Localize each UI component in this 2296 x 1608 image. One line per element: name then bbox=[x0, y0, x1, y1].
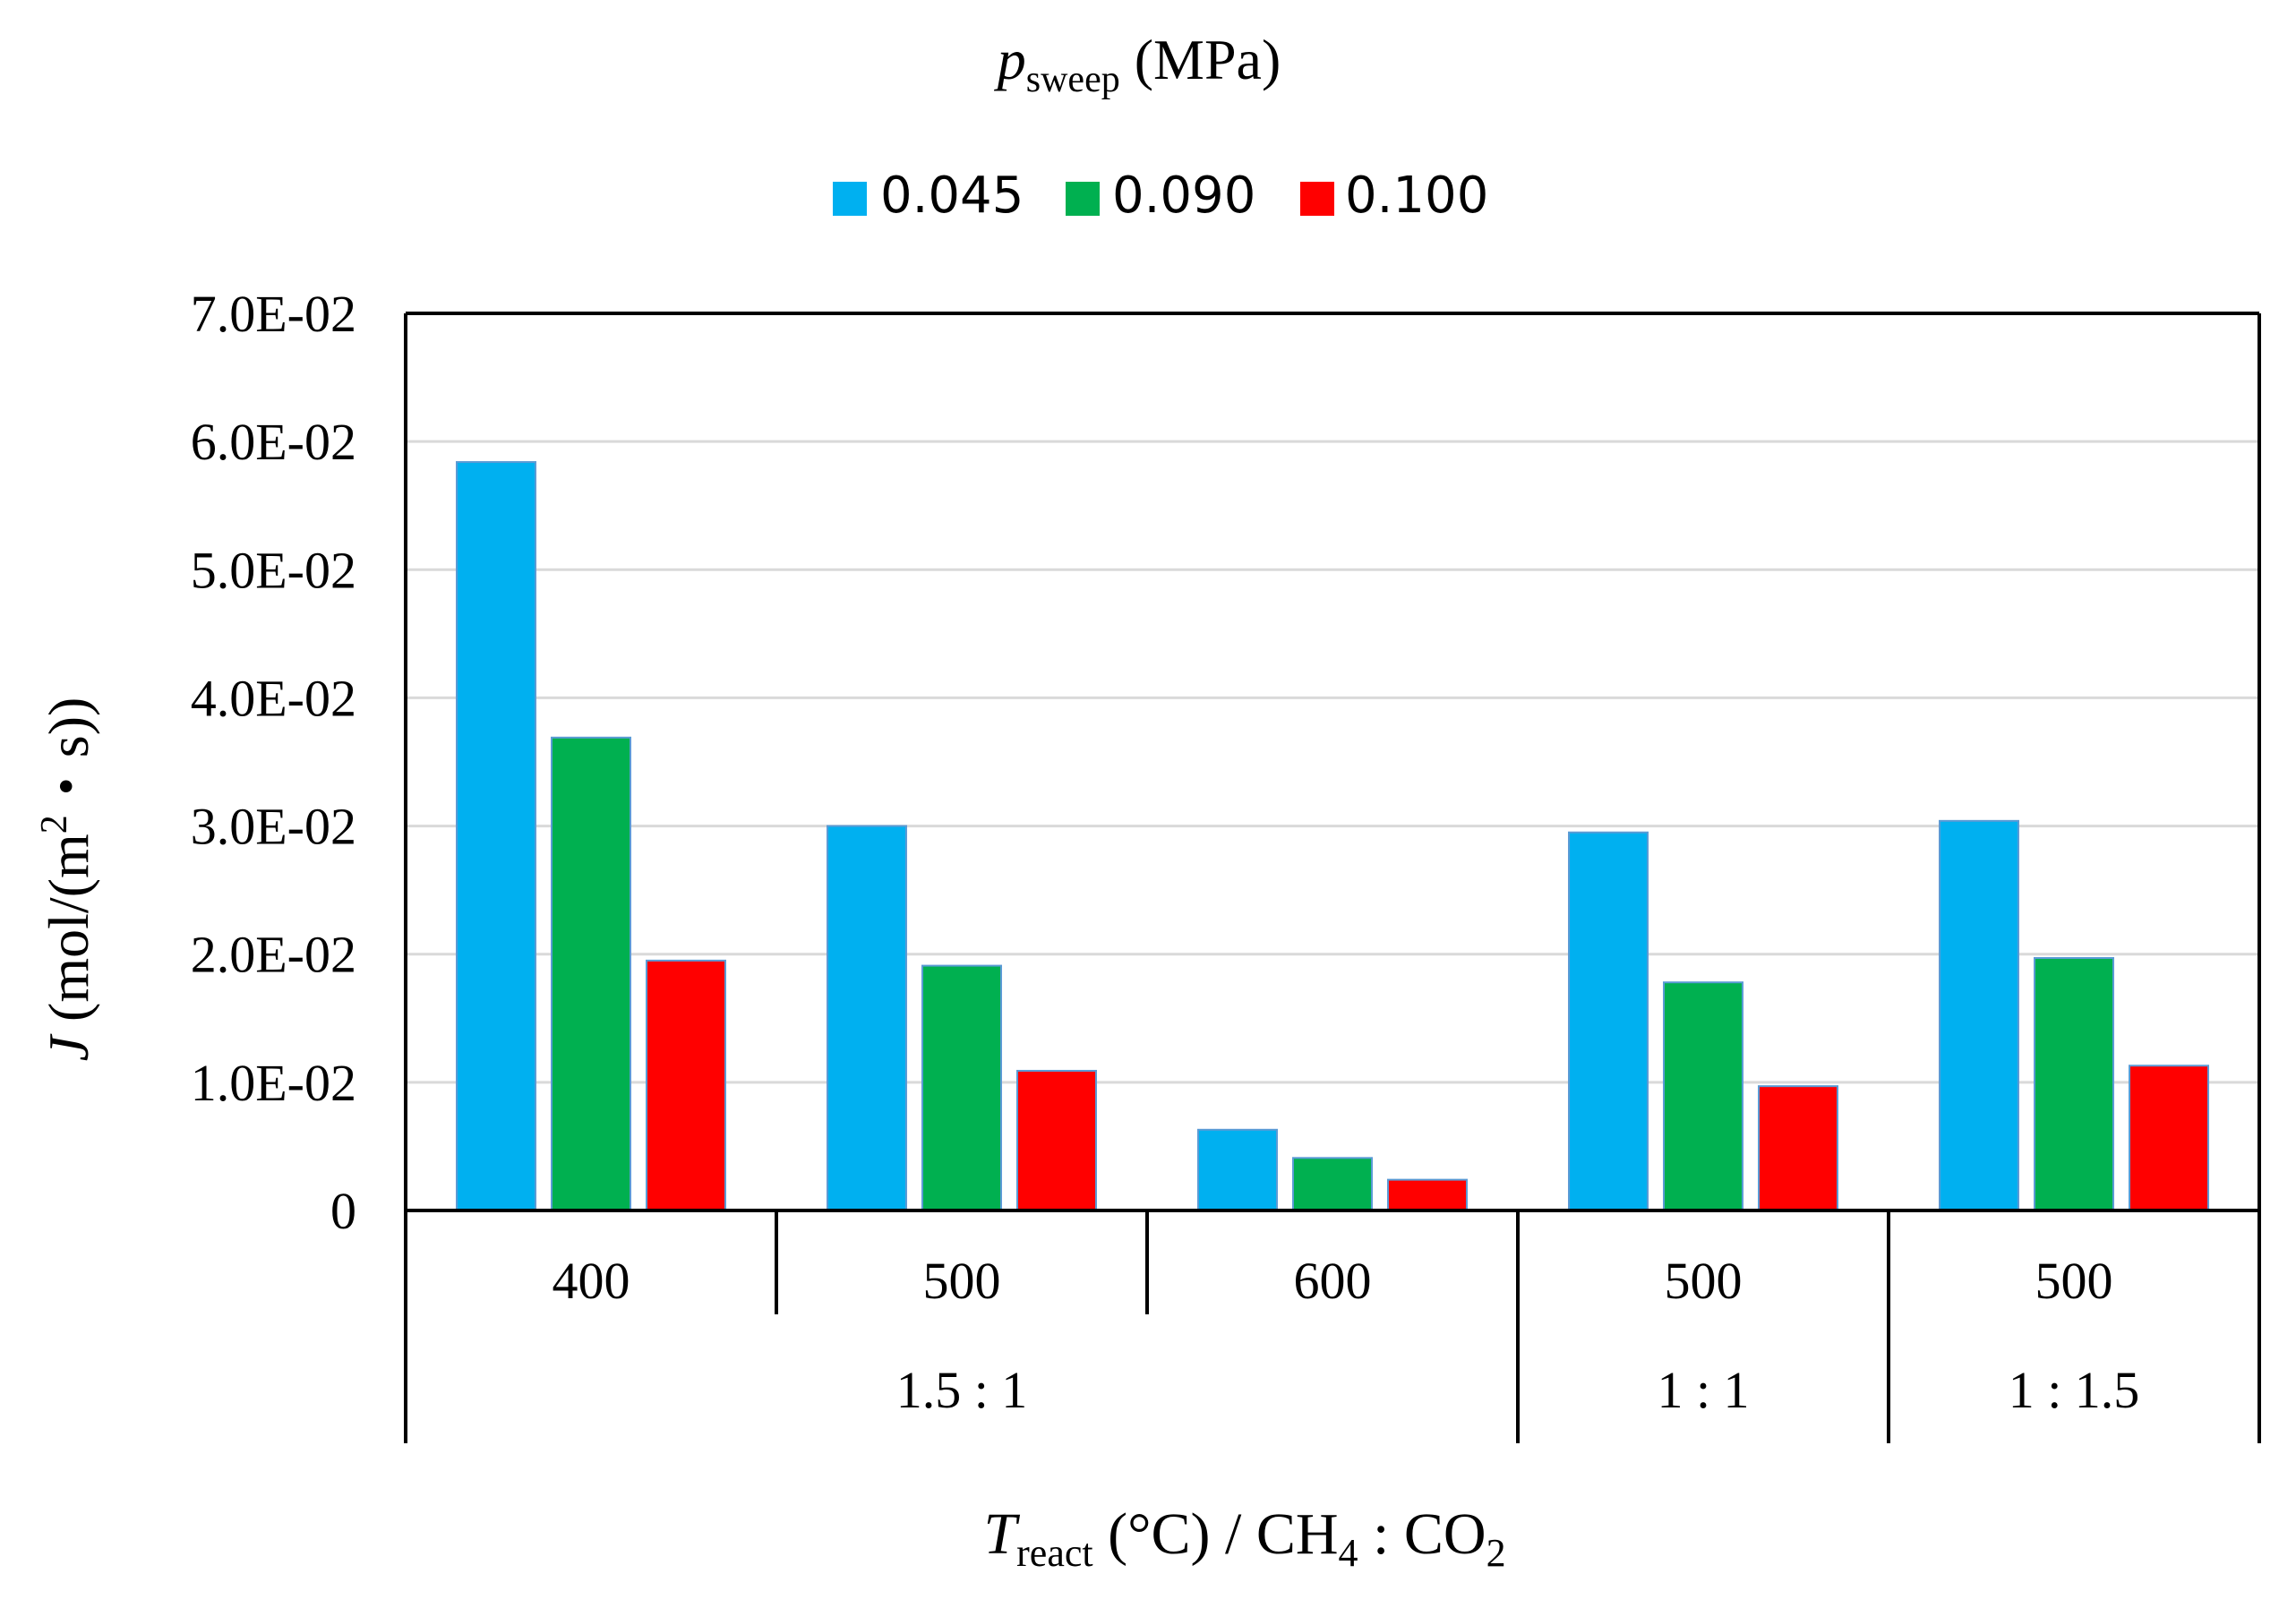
x-group-label-2: 1 : 1.5 bbox=[2009, 1361, 2140, 1419]
legend-swatch-0100 bbox=[1300, 182, 1334, 216]
x-tick-label-0: 400 bbox=[553, 1252, 630, 1310]
bar-s1-c2 bbox=[1292, 1157, 1373, 1211]
bar-s0-c3 bbox=[1568, 831, 1649, 1211]
x-tick-label-2: 600 bbox=[1294, 1252, 1372, 1310]
legend-label-0045: 0.045 bbox=[880, 167, 1024, 225]
legend-title-sub: sweep bbox=[1026, 59, 1120, 100]
legend-title-unit: (MPa) bbox=[1120, 28, 1281, 91]
bar-s1-c1 bbox=[921, 964, 1002, 1212]
y-axis-title-sup: 2 bbox=[34, 815, 75, 834]
legend-title: psweep (MPa) bbox=[994, 28, 1281, 100]
legend-label-0090: 0.090 bbox=[1112, 167, 1255, 225]
x-axis-title-sub3: 2 bbox=[1486, 1531, 1506, 1575]
x-axis-title-sub2: 4 bbox=[1339, 1531, 1358, 1575]
x-axis-title: Treact (°C) / CH4 : CO2 bbox=[983, 1501, 1505, 1575]
x-tick-label-1: 500 bbox=[923, 1252, 1001, 1310]
bar-s1-c4 bbox=[2034, 957, 2114, 1211]
y-tick-label-0: 0 bbox=[330, 1182, 356, 1240]
bar-s2-c3 bbox=[1758, 1085, 1838, 1212]
bar-s2-c1 bbox=[1016, 1069, 1097, 1211]
x-category-labels: 400 500 600 500 500 1.5 : 1 1 : 1 1 : 1.5 bbox=[553, 1252, 2140, 1419]
legend-title-var: p bbox=[994, 28, 1026, 91]
y-tick-label-3: 3.0E-02 bbox=[191, 798, 356, 856]
y-axis-title-var: J bbox=[37, 1033, 100, 1061]
x-axis-title-mid: (°C) / CH bbox=[1093, 1501, 1339, 1567]
x-axis-title-sub: react bbox=[1016, 1531, 1092, 1575]
y-tick-label-2: 2.0E-02 bbox=[191, 926, 356, 984]
y-axis-title-pre: (mol/(m bbox=[37, 834, 100, 1036]
legend: 0.045 0.090 0.100 bbox=[833, 167, 1488, 225]
y-tick-label-6: 6.0E-02 bbox=[191, 413, 356, 471]
bar-s0-c0 bbox=[456, 461, 536, 1211]
x-tick-label-3: 500 bbox=[1665, 1252, 1743, 1310]
y-tick-label-1: 1.0E-02 bbox=[191, 1054, 356, 1112]
legend-swatch-0045 bbox=[833, 182, 867, 216]
x-group-label-0: 1.5 : 1 bbox=[896, 1361, 1028, 1419]
legend-label-0100: 0.100 bbox=[1345, 167, 1488, 225]
x-tick-label-4: 500 bbox=[2035, 1252, 2113, 1310]
y-tick-label-7: 7.0E-02 bbox=[191, 285, 356, 343]
bar-s0-c4 bbox=[1939, 819, 2019, 1211]
y-tick-label-5: 5.0E-02 bbox=[191, 541, 356, 599]
y-axis-title: J (mol/(m2・s)) bbox=[34, 697, 100, 1062]
bar-s2-c0 bbox=[646, 959, 726, 1212]
legend-swatch-0090 bbox=[1066, 182, 1100, 216]
x-axis-title-var: T bbox=[983, 1501, 1020, 1567]
x-axis-title-tail: : CO bbox=[1358, 1501, 1486, 1567]
bar-s2-c4 bbox=[2129, 1065, 2209, 1211]
bar-s1-c0 bbox=[551, 736, 631, 1211]
y-tick-label-4: 4.0E-02 bbox=[191, 669, 356, 727]
bar-s2-c2 bbox=[1387, 1178, 1468, 1212]
bar-s0-c1 bbox=[827, 825, 907, 1211]
x-group-label-1: 1 : 1 bbox=[1657, 1361, 1749, 1419]
bar-s0-c2 bbox=[1197, 1128, 1278, 1211]
y-axis-title-post: ・s)) bbox=[37, 697, 100, 816]
plot-frame bbox=[404, 312, 2261, 1443]
bars bbox=[456, 461, 2209, 1212]
y-tick-labels: 0 1.0E-02 2.0E-02 3.0E-02 4.0E-02 5.0E-02 6.0E… bbox=[191, 285, 356, 1240]
bar-s1-c3 bbox=[1663, 981, 1743, 1211]
